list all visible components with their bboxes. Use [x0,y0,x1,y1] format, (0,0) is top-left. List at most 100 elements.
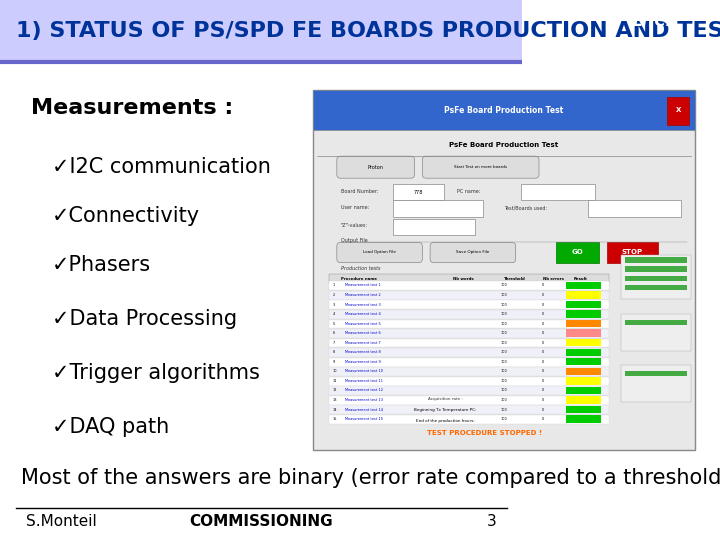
FancyBboxPatch shape [624,275,687,281]
Text: Board Number:: Board Number: [341,188,378,193]
FancyBboxPatch shape [521,184,595,200]
Text: 100: 100 [500,350,508,354]
FancyBboxPatch shape [329,367,609,376]
Text: 15: 15 [333,417,338,421]
FancyBboxPatch shape [329,339,609,347]
Text: 0: 0 [541,360,544,364]
Text: 0: 0 [541,388,544,393]
Text: Test/Boards used:: Test/Boards used: [504,205,547,210]
Text: 100: 100 [500,312,508,316]
Text: PC name:: PC name: [457,188,481,193]
Text: ✓Data Processing: ✓Data Processing [53,308,238,329]
FancyBboxPatch shape [337,242,423,262]
Text: 9: 9 [333,360,336,364]
Text: Measurements :: Measurements : [32,98,233,118]
Text: Start Test on more boards: Start Test on more boards [454,165,507,169]
Text: Measurement test 2: Measurement test 2 [345,293,380,297]
Text: Result: Result [574,277,588,281]
Text: Nb errors: Nb errors [543,277,564,281]
Text: Measurement test 7: Measurement test 7 [345,341,380,345]
Text: Most of the answers are binary (error rate compared to a threshold).: Most of the answers are binary (error ra… [21,468,720,488]
FancyBboxPatch shape [329,396,609,405]
Text: Measurement test 4: Measurement test 4 [345,312,380,316]
FancyBboxPatch shape [621,314,690,351]
Text: 0: 0 [541,350,544,354]
FancyBboxPatch shape [566,329,601,337]
Text: 12: 12 [333,388,338,393]
Text: Measurement test 10: Measurement test 10 [345,369,382,373]
Text: 3: 3 [487,514,496,529]
Text: 0: 0 [541,369,544,373]
FancyBboxPatch shape [329,291,609,300]
FancyBboxPatch shape [393,200,482,217]
Text: 100: 100 [500,360,508,364]
FancyBboxPatch shape [566,320,601,327]
Text: 0: 0 [541,331,544,335]
Text: Measurement test 13: Measurement test 13 [345,398,382,402]
FancyBboxPatch shape [566,358,601,366]
Text: Measurement test 15: Measurement test 15 [345,417,382,421]
FancyBboxPatch shape [667,97,689,125]
FancyBboxPatch shape [393,219,475,235]
FancyBboxPatch shape [313,90,695,450]
Text: 100: 100 [500,293,508,297]
Text: 100: 100 [500,284,508,287]
FancyBboxPatch shape [329,281,609,290]
FancyBboxPatch shape [329,387,609,395]
Text: Measurement test 3: Measurement test 3 [345,302,380,307]
Text: 0: 0 [541,408,544,411]
Text: ✓Phasers: ✓Phasers [53,254,151,275]
Text: 0: 0 [541,302,544,307]
FancyBboxPatch shape [0,0,523,62]
Text: 1) STATUS OF PS/SPD FE BOARDS PRODUCTION AND TESTS: 1) STATUS OF PS/SPD FE BOARDS PRODUCTION… [16,21,720,41]
Text: Acquisition rate :: Acquisition rate : [428,396,463,401]
Text: Measurement test 1: Measurement test 1 [345,284,380,287]
FancyBboxPatch shape [566,291,601,299]
Text: End of the production hours:: End of the production hours: [416,418,475,423]
Text: 3: 3 [333,302,336,307]
FancyBboxPatch shape [329,329,609,338]
Text: 0: 0 [541,379,544,383]
Text: Measurement test 9: Measurement test 9 [345,360,380,364]
Text: 0: 0 [541,398,544,402]
Text: Nb words: Nb words [454,277,474,281]
Text: Procedure name: Procedure name [341,277,377,281]
Text: 0: 0 [541,312,544,316]
FancyBboxPatch shape [329,348,609,357]
Text: Measurement test 5: Measurement test 5 [345,322,380,326]
FancyBboxPatch shape [607,242,657,262]
Text: Threshold: Threshold [504,277,526,281]
Text: 13: 13 [333,398,338,402]
Text: Measurement test 12: Measurement test 12 [345,388,382,393]
FancyBboxPatch shape [566,415,601,423]
Text: 8: 8 [333,350,336,354]
FancyBboxPatch shape [430,242,516,262]
Text: 0: 0 [541,417,544,421]
Text: Save Option File: Save Option File [456,251,490,254]
FancyBboxPatch shape [393,184,444,200]
Text: TEST PROCEDURE STOPPED !: TEST PROCEDURE STOPPED ! [427,430,542,436]
FancyBboxPatch shape [329,415,609,424]
FancyBboxPatch shape [621,255,690,299]
Text: Measurement test 8: Measurement test 8 [345,350,380,354]
Text: PsFe Board Production Test: PsFe Board Production Test [444,106,564,115]
Text: 0: 0 [541,284,544,287]
FancyBboxPatch shape [329,406,609,414]
FancyBboxPatch shape [566,349,601,356]
Text: 0: 0 [541,341,544,345]
FancyBboxPatch shape [624,320,687,325]
Text: 100: 100 [500,379,508,383]
FancyBboxPatch shape [329,310,609,319]
Text: 100: 100 [500,417,508,421]
Text: Load Option File: Load Option File [363,251,396,254]
Text: 0: 0 [541,293,544,297]
FancyBboxPatch shape [329,377,609,386]
FancyBboxPatch shape [624,285,687,290]
Text: 14: 14 [333,408,338,411]
FancyBboxPatch shape [329,300,609,309]
Text: User name:: User name: [341,205,369,210]
Text: Output File: Output File [341,238,367,243]
Text: 0: 0 [541,322,544,326]
Text: PsFe Board Production Test: PsFe Board Production Test [449,142,559,148]
Text: LHCb: LHCb [633,14,678,29]
